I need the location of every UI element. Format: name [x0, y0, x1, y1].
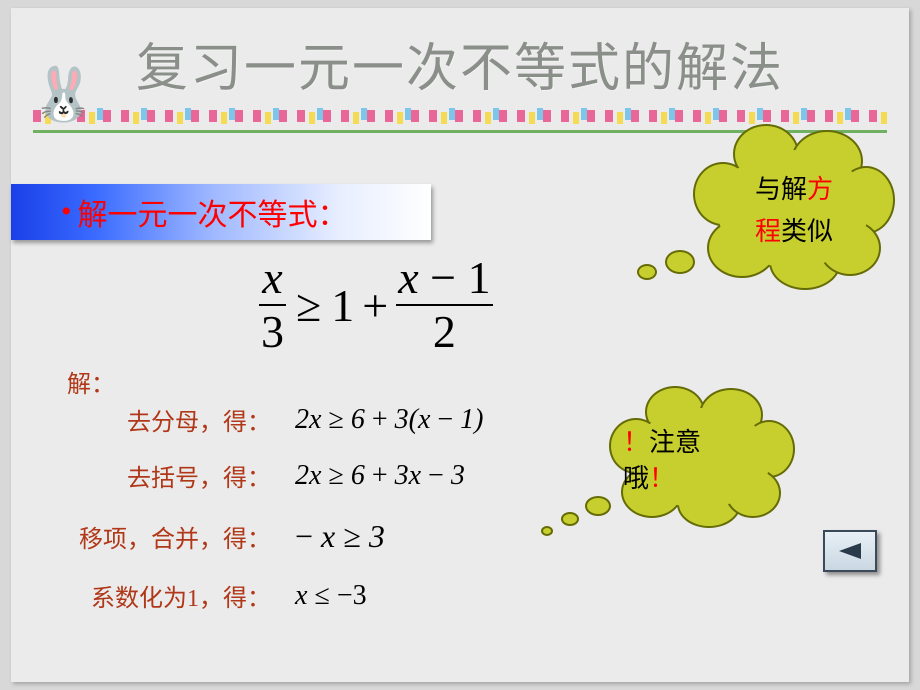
slide: 🐰 复习一元一次不等式的解法 • 解一元一次不等式： 与解方 程类似 — [11, 8, 909, 682]
step-row-3: 移项，合并，得： − x ≥ 3 — [49, 518, 385, 555]
subtitle-bar: • 解一元一次不等式： — [11, 184, 431, 240]
trail-bubble — [585, 496, 611, 516]
thought-cloud-attention: ！注意 哦！ — [615, 396, 795, 526]
triangle-left-icon — [835, 541, 865, 561]
plus: + — [362, 279, 388, 332]
trail-bubble — [541, 526, 553, 536]
bullet-icon: • — [61, 195, 72, 229]
cloud1-pre: 与解 — [755, 175, 807, 204]
step-label: 去括号，得： — [81, 458, 271, 493]
excl-icon: ！ — [649, 464, 675, 493]
main-inequality: x 3 ≥ 1 + x − 1 2 — [259, 254, 493, 357]
bunny-decoration: 🐰 — [31, 64, 101, 134]
step-label: 移项，合并，得： — [49, 519, 271, 554]
subtitle-text: 解一元一次不等式： — [78, 190, 348, 234]
back-button[interactable] — [823, 530, 877, 572]
geq-symbol: ≥ — [296, 279, 321, 332]
thought-cloud-similar: 与解方 程类似 — [699, 136, 889, 286]
step-label: 系数化为1，得： — [71, 578, 271, 613]
cloud1-post: 类似 — [781, 217, 833, 246]
step-math: 2x ≥ 6 + 3(x − 1) — [295, 404, 484, 436]
cloud1-red-b: 程 — [755, 217, 781, 246]
title-area: 复习一元一次不等式的解法 — [11, 26, 909, 101]
page-title: 复习一元一次不等式的解法 — [11, 26, 909, 101]
step-row-1: 去分母，得： 2x ≥ 6 + 3(x − 1) — [81, 402, 484, 437]
one: 1 — [331, 279, 354, 332]
cloud2-l1: 注意 — [649, 428, 701, 457]
step-row-4: 系数化为1，得： x ≤ −3 — [71, 578, 367, 613]
step-math: x ≤ −3 — [295, 580, 367, 612]
cloud2-text: ！注意 哦！ — [615, 396, 795, 526]
step-math: 2x ≥ 6 + 3x − 3 — [295, 460, 465, 492]
cloud1-red-a: 方 — [807, 175, 833, 204]
cloud2-l2: 哦 — [623, 464, 649, 493]
step-row-2: 去括号，得： 2x ≥ 6 + 3x − 3 — [81, 458, 465, 493]
trail-bubble — [561, 512, 579, 526]
fraction-lhs: x 3 — [259, 254, 286, 357]
cloud1-text: 与解方 程类似 — [699, 136, 889, 286]
excl-icon: ！ — [623, 428, 649, 457]
step-math: − x ≥ 3 — [295, 518, 385, 555]
fraction-rhs: x − 1 2 — [396, 254, 492, 357]
trail-bubble — [665, 250, 695, 274]
solve-label: 解： — [67, 364, 115, 399]
step-label: 去分母，得： — [81, 402, 271, 437]
trail-bubble — [637, 264, 657, 280]
